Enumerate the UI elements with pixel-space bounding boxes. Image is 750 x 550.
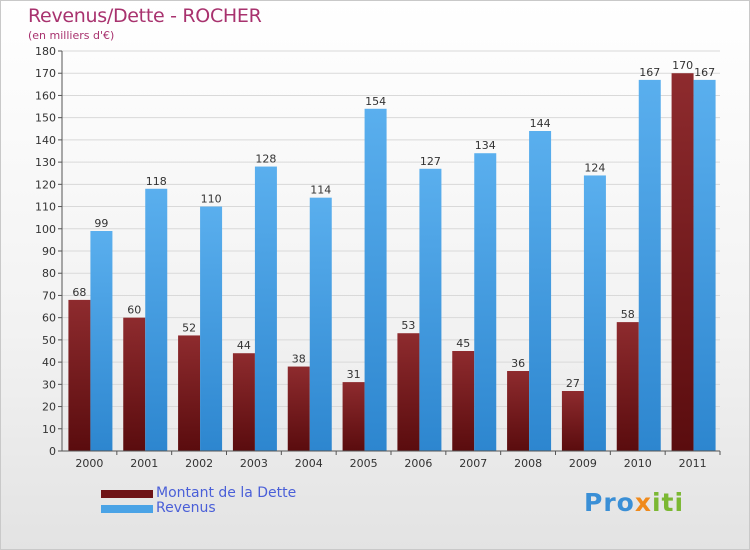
- y-tick-label: 130: [35, 156, 56, 169]
- y-tick-label: 0: [49, 445, 56, 458]
- data-label-debt: 38: [292, 353, 306, 366]
- data-label-debt: 170: [672, 59, 693, 72]
- bar-revenus: [583, 175, 606, 451]
- y-tick-label: 60: [42, 312, 56, 325]
- data-label-revenus: 118: [146, 175, 167, 188]
- x-tick-label: 2002: [185, 457, 213, 470]
- data-label-revenus: 128: [255, 153, 276, 166]
- y-tick-label: 70: [42, 289, 56, 302]
- data-label-revenus: 114: [310, 184, 331, 197]
- y-tick-label: 120: [35, 178, 56, 191]
- bar-debt: [671, 73, 694, 451]
- logo-part-pro: Pro: [584, 488, 635, 517]
- bar-debt: [452, 351, 475, 451]
- data-label-revenus: 167: [694, 66, 715, 79]
- bar-revenus: [638, 79, 661, 451]
- bar-revenus: [309, 197, 332, 451]
- x-tick-label: 2007: [459, 457, 487, 470]
- legend-label-debt: Montant de la Dette: [156, 485, 297, 501]
- legend-swatch-debt: [101, 490, 153, 498]
- y-tick-label: 90: [42, 245, 56, 258]
- data-label-debt: 60: [127, 304, 141, 317]
- data-label-debt: 53: [401, 319, 415, 332]
- data-label-debt: 45: [456, 337, 470, 350]
- data-label-revenus: 144: [530, 117, 551, 130]
- y-tick-label: 20: [42, 401, 56, 414]
- y-tick-label: 180: [35, 45, 56, 58]
- bar-revenus: [200, 206, 223, 451]
- data-label-debt: 27: [566, 377, 580, 390]
- bar-revenus: [474, 153, 497, 451]
- logo-part-iti: iti: [651, 488, 685, 517]
- chart-subtitle: (en milliers d'€): [28, 29, 115, 42]
- bar-revenus: [529, 131, 552, 451]
- bar-debt: [616, 322, 639, 451]
- x-tick-label: 2005: [350, 457, 378, 470]
- data-label-debt: 68: [72, 286, 86, 299]
- y-tick-label: 170: [35, 67, 56, 80]
- y-tick-label: 80: [42, 267, 56, 280]
- bar-revenus: [90, 231, 113, 451]
- bar-debt: [123, 317, 146, 451]
- data-label-revenus: 154: [365, 95, 386, 108]
- x-tick-label: 2004: [295, 457, 323, 470]
- data-label-revenus: 134: [475, 139, 496, 152]
- y-tick-label: 110: [35, 201, 56, 214]
- bar-revenus: [254, 166, 277, 452]
- y-tick-label: 50: [42, 334, 56, 347]
- data-label-revenus: 110: [201, 193, 222, 206]
- data-label-debt: 52: [182, 321, 196, 334]
- y-tick-label: 100: [35, 223, 56, 236]
- x-tick-label: 2006: [404, 457, 432, 470]
- data-label-revenus: 127: [420, 155, 441, 168]
- y-tick-label: 40: [42, 356, 56, 369]
- data-label-debt: 31: [347, 368, 361, 381]
- logo-part-x: x: [634, 488, 652, 517]
- x-tick-label: 2008: [514, 457, 542, 470]
- x-tick-label: 2009: [569, 457, 597, 470]
- bar-revenus: [364, 108, 387, 452]
- x-tick-label: 2010: [624, 457, 652, 470]
- y-tick-label: 10: [42, 423, 56, 436]
- bar-debt: [507, 371, 530, 451]
- bar-debt: [397, 333, 420, 451]
- data-label-revenus: 124: [584, 161, 605, 174]
- data-label-revenus: 167: [639, 66, 660, 79]
- legend-label-revenus: Revenus: [156, 500, 216, 516]
- bar-debt: [561, 391, 584, 451]
- y-tick-label: 140: [35, 134, 56, 147]
- data-label-debt: 36: [511, 357, 525, 370]
- bar-debt: [342, 382, 365, 451]
- x-tick-label: 2011: [679, 457, 707, 470]
- proxiti-logo: Proxiti: [584, 488, 684, 517]
- x-tick-label: 2001: [130, 457, 158, 470]
- bar-debt: [178, 335, 201, 451]
- data-label-revenus: 99: [94, 217, 108, 230]
- y-tick-label: 30: [42, 378, 56, 391]
- bar-revenus: [145, 188, 168, 451]
- chart-title: Revenus/Dette - ROCHER: [28, 5, 262, 27]
- bar-debt: [232, 353, 255, 451]
- x-tick-label: 2000: [75, 457, 103, 470]
- y-tick-label: 150: [35, 112, 56, 125]
- bar-revenus: [693, 79, 716, 451]
- data-label-debt: 58: [621, 308, 635, 321]
- legend-swatch-revenus: [101, 505, 153, 513]
- bar-debt: [287, 366, 310, 451]
- data-label-debt: 44: [237, 339, 251, 352]
- bar-revenus: [419, 168, 442, 451]
- y-tick-label: 160: [35, 89, 56, 102]
- bar-debt: [68, 299, 91, 451]
- x-tick-label: 2003: [240, 457, 268, 470]
